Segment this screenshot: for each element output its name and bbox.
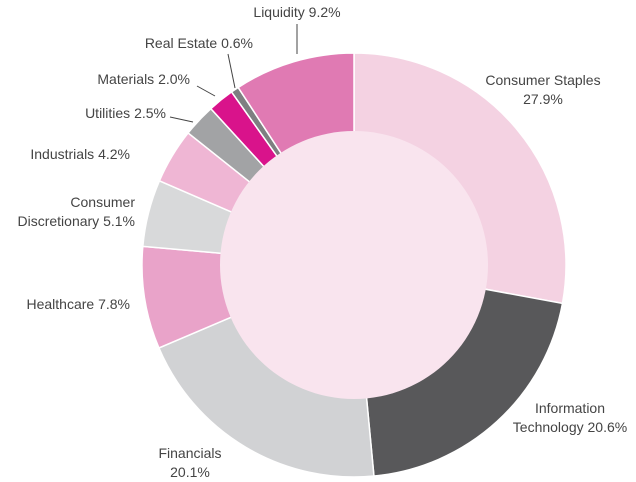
category-name: Liquidity: [253, 4, 305, 20]
slice-label: Healthcare 7.8%: [0, 295, 130, 314]
value-label: 20.6%: [587, 419, 628, 435]
category-name: Utilities: [85, 105, 131, 121]
category-name: Financials: [158, 445, 222, 461]
donut-center: [220, 131, 488, 399]
value-label: 2.0%: [158, 71, 190, 87]
category-name: Consumer Discretionary: [17, 194, 135, 229]
slice-label: Materials 2.0%: [0, 70, 190, 89]
slice-label: Consumer Discretionary 5.1%: [0, 193, 135, 231]
value-label: 20.1%: [170, 464, 210, 480]
value-label: 7.8%: [98, 296, 130, 312]
category-name: Information Technology: [512, 400, 606, 435]
slice-label: Utilities 2.5%: [0, 104, 166, 123]
value-label: 4.2%: [98, 146, 130, 162]
leaders: [169, 24, 298, 123]
leader-line: [227, 53, 236, 89]
value-label: 9.2%: [308, 4, 341, 20]
value-label: 5.1%: [103, 213, 135, 229]
category-name: Consumer Staples: [485, 72, 601, 88]
leader-line: [169, 116, 194, 123]
slice-label: Real Estate 0.6%: [0, 34, 253, 53]
category-name: Real Estate: [144, 35, 218, 51]
slice-label: Financials 20.1%: [150, 444, 230, 482]
slice-label: Industrials 4.2%: [0, 145, 130, 164]
category-name: Healthcare: [26, 296, 95, 312]
leader-line: [196, 85, 216, 97]
category-name: Materials: [97, 71, 155, 87]
slice-label: Liquidity 9.2%: [237, 3, 357, 22]
slice-label: Consumer Staples 27.9%: [478, 71, 608, 109]
value-label: 2.5%: [134, 105, 166, 121]
slice-label: Information Technology 20.6%: [505, 399, 635, 437]
category-name: Industrials: [30, 146, 95, 162]
value-label: 27.9%: [523, 91, 563, 107]
value-label: 0.6%: [221, 35, 253, 51]
